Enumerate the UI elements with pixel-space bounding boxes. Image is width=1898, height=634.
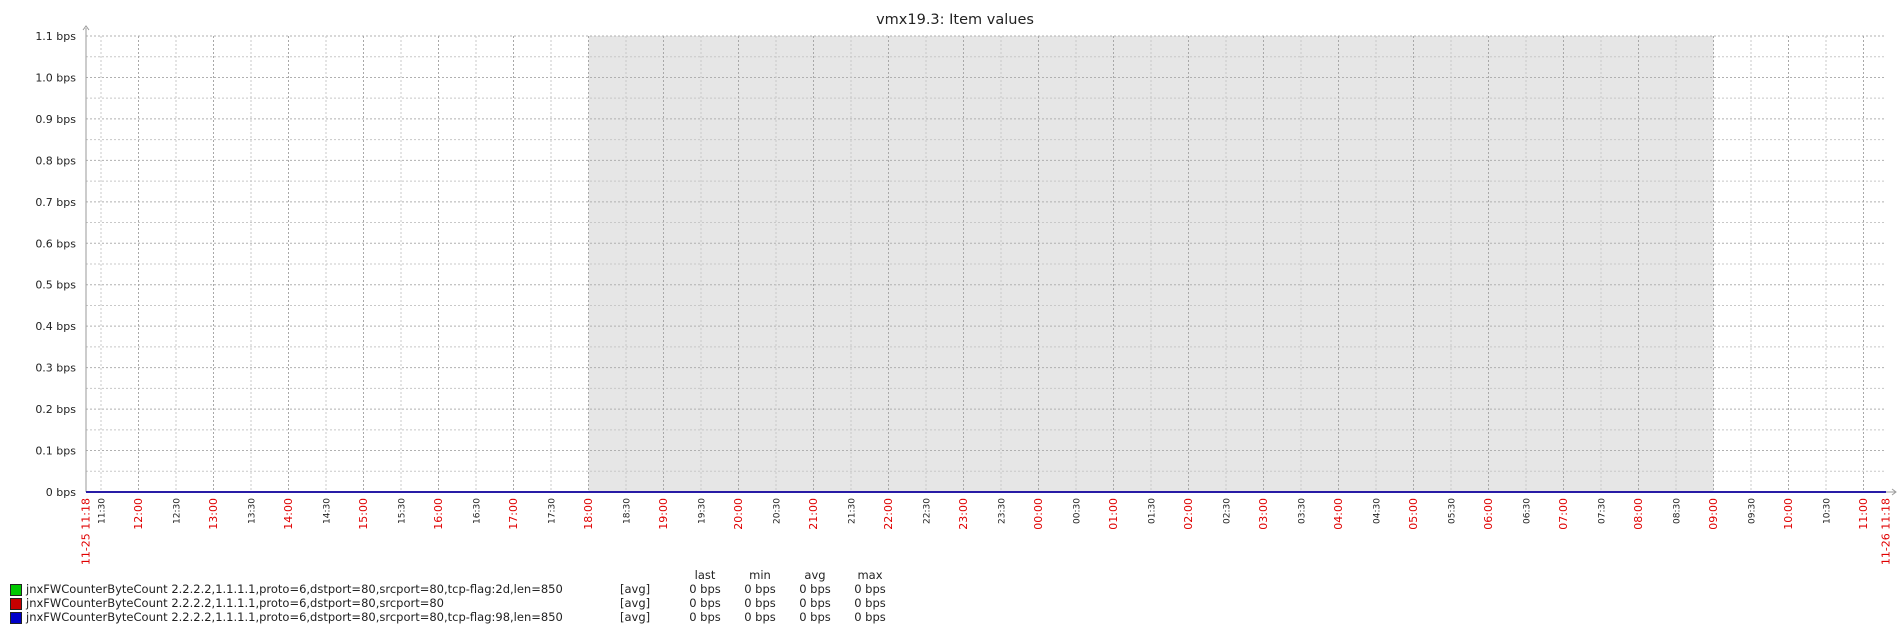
x-tick-label: 01:30 xyxy=(1148,498,1158,524)
x-tick-label: 01:00 xyxy=(1107,498,1120,530)
legend-min: 0 bps xyxy=(744,582,776,596)
legend-last: 0 bps xyxy=(689,582,721,596)
x-tick-label: 04:30 xyxy=(1373,498,1383,524)
x-tick-label: 08:30 xyxy=(1673,498,1683,524)
legend-avg: 0 bps xyxy=(799,596,831,610)
x-tick-label: 16:30 xyxy=(473,498,483,524)
legend-col-avg: avg xyxy=(804,568,826,582)
x-tick-label: 14:30 xyxy=(323,498,333,524)
legend-last: 0 bps xyxy=(689,610,721,624)
legend-label: jnxFWCounterByteCount 2.2.2.2,1.1.1.1,pr… xyxy=(26,582,563,596)
x-tick-label: 03:30 xyxy=(1298,498,1308,524)
legend-swatch-red xyxy=(10,598,22,610)
legend-max: 0 bps xyxy=(854,582,886,596)
x-tick-label: 21:30 xyxy=(848,498,858,524)
y-tick-label: 0.8 bps xyxy=(35,154,76,167)
legend-function: [avg] xyxy=(620,610,651,624)
x-tick-label: 22:30 xyxy=(923,498,933,524)
chart-title: vmx19.3: Item values xyxy=(876,12,1034,28)
x-tick-label: 20:30 xyxy=(773,498,783,524)
x-tick-label: 13:30 xyxy=(248,498,258,524)
x-tick-label: 02:30 xyxy=(1223,498,1233,524)
legend-col-max: max xyxy=(857,568,883,582)
legend-min: 0 bps xyxy=(744,610,776,624)
x-tick-label: 08:00 xyxy=(1632,498,1645,530)
x-tick-label: 18:00 xyxy=(582,498,595,530)
legend-label: jnxFWCounterByteCount 2.2.2.2,1.1.1.1,pr… xyxy=(26,596,444,610)
x-tick-label: 00:30 xyxy=(1073,498,1083,524)
y-tick-label: 0.2 bps xyxy=(35,403,76,416)
legend-avg: 0 bps xyxy=(799,582,831,596)
y-tick-label: 0.1 bps xyxy=(35,445,76,458)
legend-swatch-blue xyxy=(10,612,22,624)
y-tick-label: 0.6 bps xyxy=(35,237,76,250)
legend-swatch-green xyxy=(10,584,22,596)
legend-label: jnxFWCounterByteCount 2.2.2.2,1.1.1.1,pr… xyxy=(26,610,563,624)
x-tick-label: 17:30 xyxy=(548,498,558,524)
y-tick-label: 0.7 bps xyxy=(35,196,76,209)
legend-function: [avg] xyxy=(620,582,651,596)
x-axis-arrow-icon xyxy=(1891,488,1897,496)
x-tick-label: 06:30 xyxy=(1523,498,1533,524)
x-tick-label: 12:00 xyxy=(132,498,145,530)
x-tick-label: 09:00 xyxy=(1707,498,1720,530)
x-tick-label: 20:00 xyxy=(732,498,745,530)
x-tick-label: 11:00 xyxy=(1857,498,1870,530)
x-tick-label: 07:00 xyxy=(1557,498,1570,530)
x-start-label: 11-25 11:18 xyxy=(80,498,93,565)
x-tick-label: 18:30 xyxy=(623,498,633,524)
x-tick-label: 16:00 xyxy=(432,498,445,530)
x-tick-label: 17:00 xyxy=(507,498,520,530)
y-tick-label: 0.3 bps xyxy=(35,362,76,375)
y-tick-label: 0.4 bps xyxy=(35,320,76,333)
x-tick-label: 22:00 xyxy=(882,498,895,530)
x-tick-label: 14:00 xyxy=(282,498,295,530)
legend-max: 0 bps xyxy=(854,596,886,610)
x-tick-label: 02:00 xyxy=(1182,498,1195,530)
x-tick-label: 09:30 xyxy=(1748,498,1758,524)
legend-min: 0 bps xyxy=(744,596,776,610)
x-tick-label: 05:30 xyxy=(1448,498,1458,524)
legend-col-min: min xyxy=(749,568,771,582)
x-tick-label: 11:30 xyxy=(98,498,108,524)
x-tick-label: 12:30 xyxy=(173,498,183,524)
x-tick-label: 13:00 xyxy=(207,498,220,530)
legend-function: [avg] xyxy=(620,596,651,610)
y-tick-label: 1.1 bps xyxy=(35,30,76,43)
legend-col-last: last xyxy=(694,568,716,582)
legend-avg: 0 bps xyxy=(799,610,831,624)
x-tick-label: 19:00 xyxy=(657,498,670,530)
x-tick-label: 10:30 xyxy=(1823,498,1833,524)
x-tick-label: 06:00 xyxy=(1482,498,1495,530)
x-tick-label: 03:00 xyxy=(1257,498,1270,530)
x-tick-label: 15:30 xyxy=(398,498,408,524)
x-tick-label: 04:00 xyxy=(1332,498,1345,530)
x-tick-label: 23:00 xyxy=(957,498,970,530)
y-tick-label: 0.5 bps xyxy=(35,279,76,292)
y-tick-label: 0.9 bps xyxy=(35,113,76,126)
x-tick-label: 10:00 xyxy=(1782,498,1795,530)
legend-max: 0 bps xyxy=(854,610,886,624)
legend-last: 0 bps xyxy=(689,596,721,610)
x-tick-label: 23:30 xyxy=(998,498,1008,524)
x-tick-label: 07:30 xyxy=(1598,498,1608,524)
x-end-label: 11-26 11:18 xyxy=(1880,498,1893,565)
x-tick-label: 00:00 xyxy=(1032,498,1045,530)
x-tick-label: 19:30 xyxy=(698,498,708,524)
x-tick-label: 21:00 xyxy=(807,498,820,530)
y-tick-label: 1.0 bps xyxy=(35,71,76,84)
x-tick-label: 15:00 xyxy=(357,498,370,530)
x-tick-label: 05:00 xyxy=(1407,498,1420,530)
y-tick-label: 0 bps xyxy=(46,486,76,499)
y-axis-arrow-icon xyxy=(82,25,90,31)
